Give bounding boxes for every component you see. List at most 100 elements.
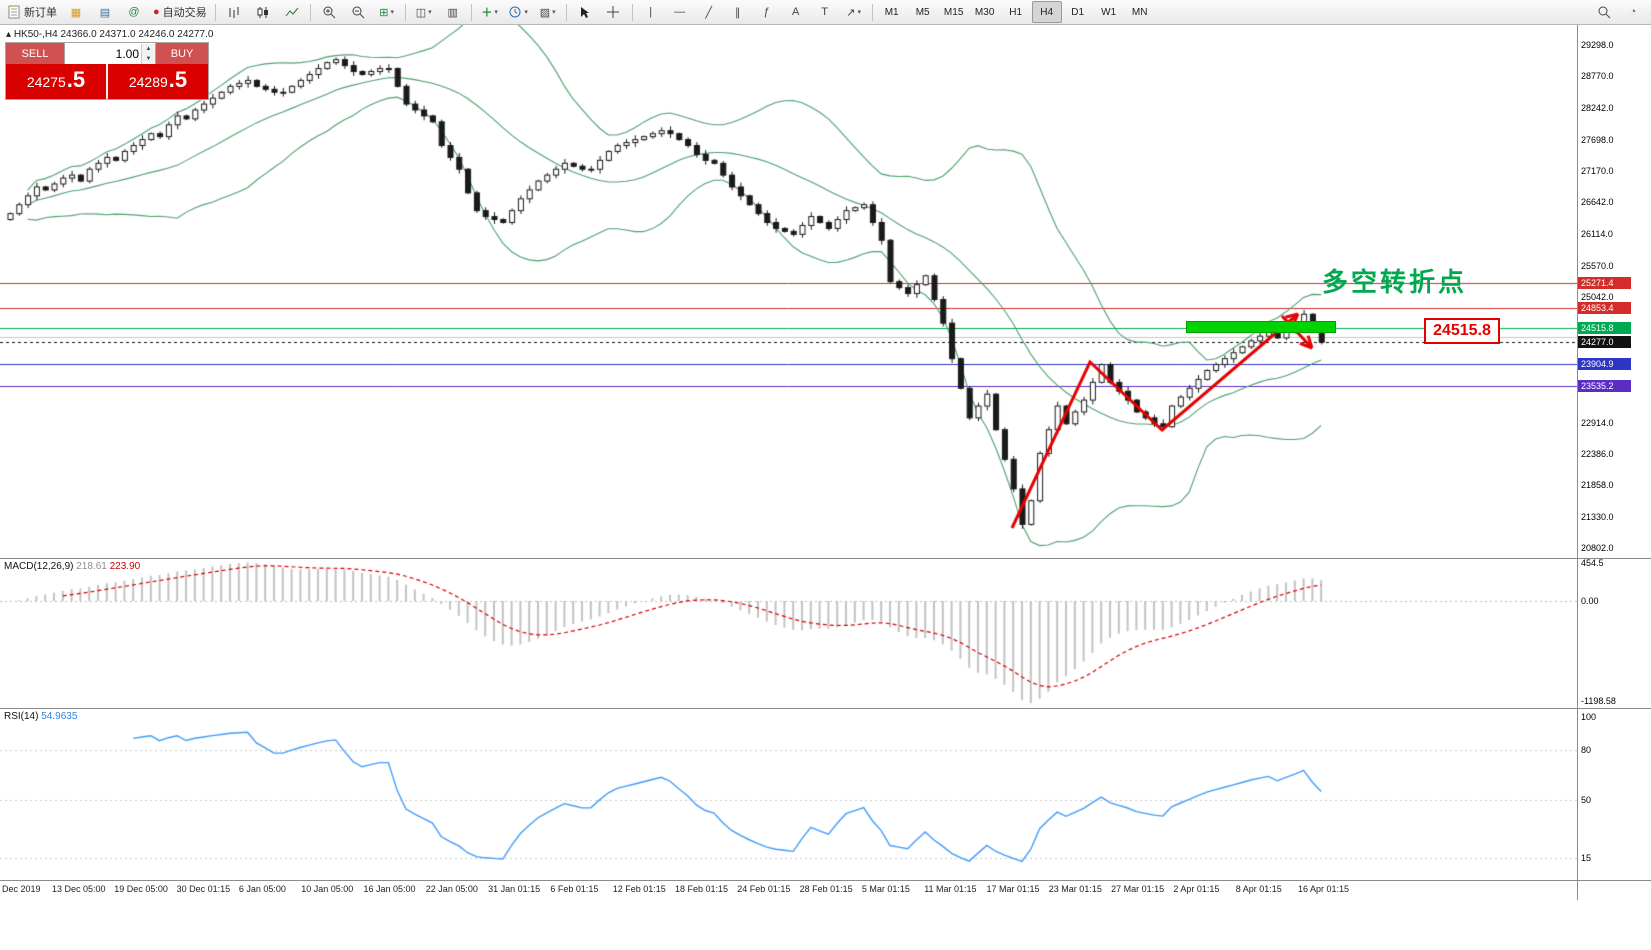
timeframe-m30-button[interactable]: M30 bbox=[974, 6, 995, 18]
channel-button[interactable]: ∥ bbox=[724, 1, 752, 23]
price-level-label: 25271.4 bbox=[1578, 277, 1631, 290]
zoom-out-button[interactable] bbox=[344, 1, 372, 23]
macd-title: MACD(12,26,9) bbox=[4, 561, 74, 572]
toolbar-separator bbox=[631, 3, 633, 21]
auto-trading-button[interactable]: ● 自动交易 bbox=[149, 1, 211, 23]
terminal-button[interactable]: @ bbox=[120, 1, 148, 23]
navigator-button[interactable]: ▤ bbox=[91, 1, 119, 23]
bar-chart-icon bbox=[229, 6, 239, 18]
time-axis-label: 6 Feb 01:15 bbox=[550, 884, 599, 894]
horizontal-line-icon: — bbox=[674, 6, 686, 18]
tile-windows-button[interactable]: ▥ bbox=[439, 1, 467, 23]
price-level-label: 24277.0 bbox=[1578, 336, 1631, 349]
time-axis-label: 5 Mar 01:15 bbox=[861, 884, 910, 894]
rsi-indicator-chart[interactable] bbox=[0, 709, 1577, 879]
time-axis-label: 10 Jan 05:00 bbox=[301, 884, 354, 894]
timeframe-h1-button[interactable]: H1 bbox=[1009, 6, 1023, 18]
zoom-out-icon bbox=[352, 6, 365, 19]
line-chart-button[interactable] bbox=[278, 1, 306, 23]
y-axis-label: 27698.0 bbox=[1581, 134, 1614, 145]
trendline-icon: ╱ bbox=[705, 6, 712, 19]
volume-box: ▲ ▼ bbox=[64, 43, 156, 64]
volume-up-button[interactable]: ▲ bbox=[142, 43, 155, 54]
sell-price-display[interactable]: 24275 .5 bbox=[6, 64, 106, 99]
tile-windows-icon: ▥ bbox=[447, 6, 458, 19]
crosshair-button[interactable] bbox=[600, 1, 628, 23]
rsi-label: RSI(14) 54.9635 bbox=[4, 711, 77, 722]
cursor-icon bbox=[581, 6, 590, 18]
price-chart[interactable] bbox=[0, 25, 1577, 558]
trendline-button[interactable]: ╱ bbox=[695, 1, 723, 23]
macd-axis-label: -1198.58 bbox=[1581, 696, 1616, 707]
new-order-button[interactable]: 新订单 bbox=[4, 1, 61, 23]
chart-shift-icon: ⊞ bbox=[379, 6, 389, 19]
macd-label: MACD(12,26,9) 218.61 223.90 bbox=[4, 561, 140, 572]
templates-button[interactable]: ▨ ▾ bbox=[534, 1, 562, 23]
volume-input[interactable] bbox=[65, 46, 141, 61]
buy-price-display[interactable]: 24289 .5 bbox=[108, 64, 208, 99]
macd-indicator-chart[interactable] bbox=[0, 559, 1577, 707]
macd-signal-value: 223.90 bbox=[109, 561, 141, 572]
panel-separator bbox=[0, 880, 1651, 881]
timeframe-w1-button[interactable]: W1 bbox=[1101, 6, 1117, 18]
time-axis-label: Dec 2019 bbox=[2, 884, 41, 894]
new-order-label: 新订单 bbox=[24, 7, 57, 19]
sell-button[interactable]: SELL bbox=[6, 43, 64, 64]
buy-price-main: 24289 bbox=[128, 74, 168, 90]
panel-separator[interactable] bbox=[0, 558, 1651, 559]
y-axis-label: 28242.0 bbox=[1581, 102, 1614, 113]
chevron-down-icon: ▾ bbox=[428, 9, 432, 16]
toolbar-separator bbox=[309, 3, 311, 21]
label-tool-button[interactable]: T bbox=[811, 1, 839, 23]
time-axis-label: 30 Dec 01:15 bbox=[176, 884, 231, 894]
candlestick-chart-button[interactable] bbox=[249, 1, 277, 23]
new-chart-button[interactable]: ◫ ▾ bbox=[410, 1, 438, 23]
arrow-tool-icon: ↗ bbox=[846, 6, 856, 19]
cursor-button[interactable] bbox=[571, 1, 599, 23]
time-axis-label: 23 Mar 01:15 bbox=[1048, 884, 1102, 894]
turning-point-annotation[interactable]: 多空转折点 bbox=[1322, 267, 1468, 297]
time-axis-label: 31 Jan 01:15 bbox=[488, 884, 541, 894]
bar-chart-button[interactable] bbox=[220, 1, 248, 23]
buy-button[interactable]: BUY bbox=[156, 43, 208, 64]
timeframe-m5-button[interactable]: M5 bbox=[915, 6, 930, 18]
community-icon: ◔ bbox=[1629, 6, 1637, 18]
market-watch-button[interactable]: ▦ bbox=[62, 1, 90, 23]
vertical-line-button[interactable]: | bbox=[637, 1, 665, 23]
panel-separator[interactable] bbox=[0, 708, 1651, 709]
periods-button[interactable]: ▾ bbox=[505, 1, 533, 23]
rsi-title: RSI(14) bbox=[4, 711, 39, 722]
price-axis-separator bbox=[1577, 25, 1578, 900]
chevron-down-icon: ▾ bbox=[857, 9, 862, 16]
timeframe-d1-button[interactable]: D1 bbox=[1071, 6, 1085, 18]
text-tool-button[interactable]: A bbox=[782, 1, 810, 23]
clock-icon bbox=[509, 6, 521, 17]
search-button[interactable] bbox=[1590, 1, 1618, 23]
shapes-button[interactable]: ↗ ▾ bbox=[840, 1, 868, 23]
timeframe-m15-button[interactable]: M15 bbox=[943, 6, 964, 18]
toolbar-separator bbox=[565, 3, 567, 21]
toolbar-separator bbox=[470, 3, 472, 21]
time-axis-label: 24 Feb 01:15 bbox=[737, 884, 791, 894]
zoom-in-icon bbox=[323, 6, 336, 19]
price-level-label: 23535.2 bbox=[1578, 380, 1631, 393]
main-toolbar: 新订单 ▦ ▤ @ ● 自动交易 ⊞ ▾ ◫ ▾ ▥ ＋ ▾ ▾ ▨ ▾ | — ╱ ∥… bbox=[0, 0, 1651, 25]
time-axis[interactable]: Dec 2019 13 Dec 05:00 19 Dec 05:00 30 Dec 0… bbox=[0, 881, 1577, 900]
community-button[interactable]: ◔ bbox=[1619, 1, 1647, 23]
price-callout-annotation[interactable]: 24515.8 bbox=[1424, 318, 1500, 344]
chart-shift-button[interactable]: ⊞ ▾ bbox=[373, 1, 401, 23]
fibonacci-button[interactable]: ƒ bbox=[753, 1, 781, 23]
timeframe-h4-button[interactable]: H4 bbox=[1031, 1, 1062, 23]
channel-icon: ∥ bbox=[734, 6, 741, 19]
horizontal-line-button[interactable]: — bbox=[666, 1, 694, 23]
timeframe-m1-button[interactable]: M1 bbox=[884, 6, 899, 18]
collapse-arrow-icon[interactable]: ▴ bbox=[6, 29, 12, 40]
y-axis-label: 20802.0 bbox=[1581, 543, 1614, 553]
timeframe-mn-button[interactable]: MN bbox=[1131, 6, 1148, 18]
navigator-icon: ▤ bbox=[99, 6, 111, 19]
highlight-zone-annotation[interactable] bbox=[1186, 321, 1336, 333]
zoom-in-button[interactable] bbox=[315, 1, 343, 23]
volume-down-button[interactable]: ▼ bbox=[142, 53, 155, 64]
time-axis-label: 22 Jan 05:00 bbox=[425, 884, 478, 894]
indicators-button[interactable]: ＋ ▾ bbox=[476, 1, 504, 23]
